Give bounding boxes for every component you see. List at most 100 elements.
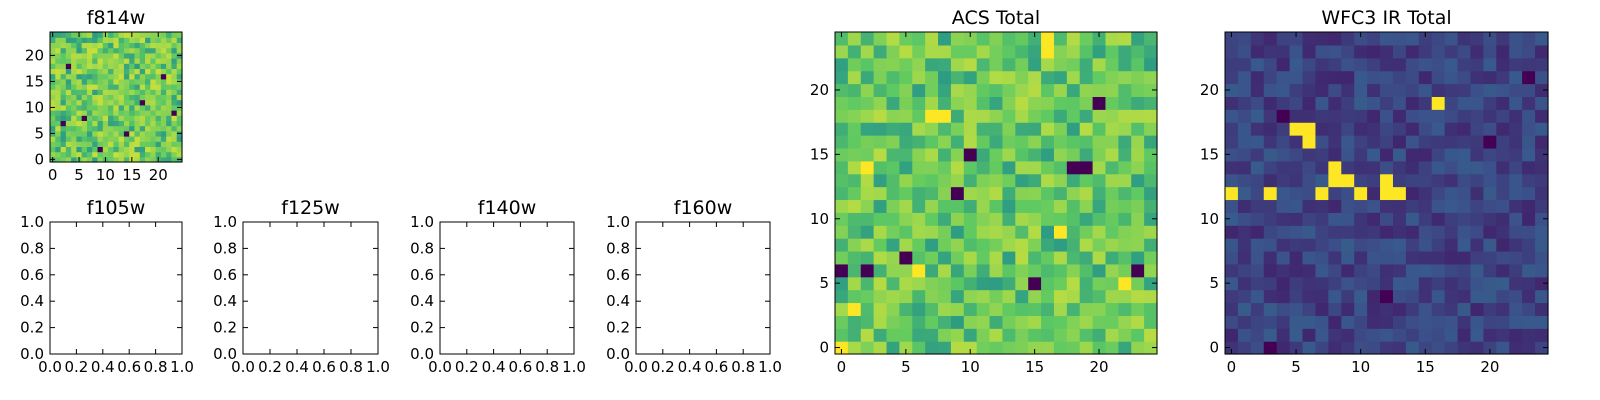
heatmap-cell [1328, 147, 1342, 162]
heatmap-cell [160, 37, 167, 43]
heatmap-cell [1015, 160, 1029, 175]
heatmap-cell [1237, 315, 1252, 329]
heatmap-cell [835, 212, 849, 226]
heatmap-cell [176, 37, 183, 43]
heatmap-cell [1105, 302, 1119, 316]
heatmap-cell [899, 147, 913, 162]
heatmap-cell [1302, 225, 1317, 239]
heatmap-cell [1522, 122, 1536, 136]
heatmap-cell [1444, 212, 1459, 226]
heatmap-cell [1315, 212, 1329, 226]
heatmap-cell [1522, 263, 1536, 278]
heatmap-cell [1015, 122, 1029, 136]
heatmap-cell [1066, 109, 1081, 123]
heatmap-cell [1535, 341, 1549, 355]
heatmap-cell [1131, 173, 1145, 188]
axes-frame [635, 221, 771, 355]
heatmap-cell [113, 141, 120, 147]
heatmap-cell [1380, 122, 1394, 136]
heatmap-cell [102, 63, 109, 69]
heatmap-cell [1041, 302, 1055, 316]
heatmap-cell [1276, 160, 1291, 175]
heatmap-cell [1444, 263, 1459, 278]
heatmap-cell [1444, 122, 1459, 136]
heatmap-cell [1105, 135, 1119, 149]
heatmap-cell [1118, 212, 1132, 226]
heatmap-cell [989, 328, 1004, 342]
heatmap-cell [886, 328, 900, 342]
heatmap-cell [1431, 160, 1446, 175]
heatmap-cell [1289, 263, 1304, 278]
heatmap-cell [950, 225, 965, 239]
heatmap-cell [102, 73, 109, 80]
heatmap-cell [835, 263, 849, 278]
heatmap-cell [1367, 225, 1381, 239]
heatmap-cell [108, 156, 114, 163]
heatmap-cell [65, 52, 72, 59]
heatmap-cell [1053, 250, 1068, 265]
heatmap-cell [1002, 238, 1016, 252]
heatmap-cell [145, 125, 151, 132]
heatmap-cell [123, 37, 130, 43]
heatmap-cell [938, 263, 952, 278]
heatmap-cell [171, 63, 178, 69]
heatmap-cell [1118, 32, 1132, 46]
heatmap-cell [886, 32, 900, 46]
heatmap-cell [134, 89, 141, 95]
heatmap-cell [1263, 225, 1278, 239]
heatmap-cell [1028, 250, 1042, 265]
heatmap-cell [50, 110, 56, 116]
y-tick-label: 0.2 [213, 319, 237, 337]
heatmap-cell [1483, 276, 1497, 291]
heatmap-cell [1354, 83, 1368, 97]
heatmap-cell [860, 186, 875, 201]
heatmap-cell [1118, 135, 1132, 149]
heatmap-cell [1392, 44, 1407, 59]
heatmap-cell [71, 58, 77, 64]
heatmap-cell [1483, 83, 1497, 97]
heatmap-cell [129, 78, 136, 85]
heatmap-cell [60, 73, 67, 80]
heatmap-cell [1131, 96, 1145, 110]
heatmap-cell [150, 73, 157, 80]
heatmap-cell [1380, 32, 1394, 46]
heatmap-cell [102, 125, 109, 132]
heatmap-cell [1431, 32, 1446, 46]
heatmap-cell [1250, 302, 1265, 316]
x-tick-label: 0.2 [455, 358, 479, 376]
heatmap-cell [1431, 44, 1446, 59]
heatmap-cell [1028, 341, 1042, 355]
heatmap-cell [950, 199, 965, 213]
heatmap-cell [1431, 225, 1446, 239]
heatmap-cell [1367, 199, 1381, 213]
heatmap-cell [835, 83, 849, 97]
heatmap-cell [1079, 135, 1094, 149]
heatmap-cell [1302, 212, 1317, 226]
heatmap-cell [108, 32, 114, 38]
heatmap-cell [55, 78, 62, 85]
heatmap-cell [1250, 83, 1265, 97]
heatmap-cell [835, 32, 849, 46]
heatmap-cell [171, 151, 178, 158]
heatmap-cell [873, 238, 888, 252]
heatmap-cell [976, 32, 991, 46]
heatmap-cell [1405, 328, 1420, 342]
heatmap-cell [118, 99, 125, 106]
heatmap-cell [938, 315, 952, 329]
heatmap-cell [1328, 32, 1342, 46]
heatmap-cell [1392, 83, 1407, 97]
heatmap-cell [1015, 302, 1029, 316]
heatmap-cell [976, 263, 991, 278]
heatmap-cell [76, 110, 83, 116]
heatmap-cell [1237, 225, 1252, 239]
heatmap-cell [1079, 83, 1094, 97]
heatmap-cell [1405, 186, 1420, 201]
heatmap-cell [1522, 199, 1536, 213]
heatmap-cell [118, 94, 125, 101]
y-tick-label: 0.0 [213, 345, 237, 363]
heatmap-cell [1118, 328, 1132, 342]
heatmap-cell [160, 89, 167, 95]
heatmap-cell [1354, 147, 1368, 162]
heatmap-cell [1431, 70, 1446, 85]
